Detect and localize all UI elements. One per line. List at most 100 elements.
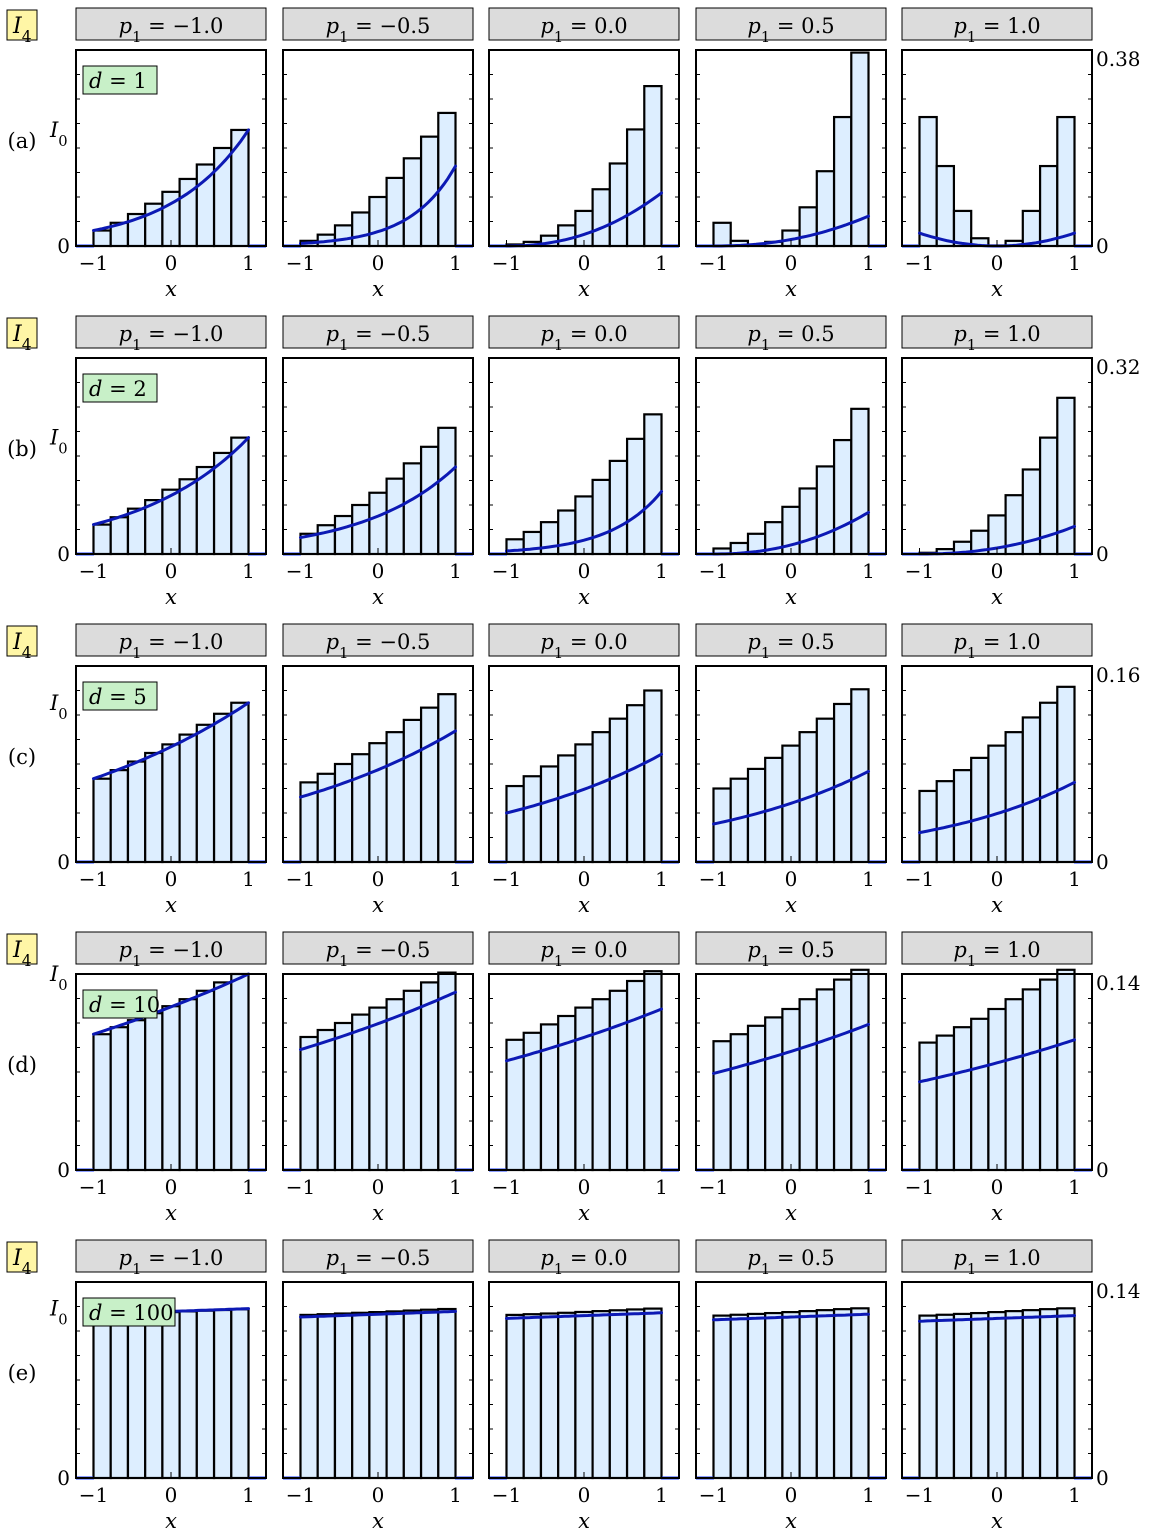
d-value: = 100 (102, 1301, 173, 1325)
histogram-bar (952, 769, 973, 864)
strip-param-symbol: p (326, 630, 339, 654)
theory-curve (299, 164, 457, 245)
histogram-bar (850, 407, 870, 556)
panel-tag-text: I4 (12, 1246, 32, 1278)
d-tag-text: d = 5 (89, 685, 147, 709)
strip-param-subscript: 1 (761, 1261, 770, 1278)
histogram-bar (385, 731, 405, 864)
histogram-bar (144, 1311, 164, 1480)
histogram-bar (230, 972, 250, 1172)
histogram-bar (781, 1007, 801, 1172)
strip-value: = −0.5 (348, 938, 430, 962)
histogram-bar (918, 789, 938, 864)
histogram-bar (591, 188, 611, 248)
x-axis-label: x (372, 585, 384, 609)
histogram-bar (764, 1311, 784, 1480)
x-tick-label: 1 (1068, 1483, 1081, 1507)
x-tick-label: 1 (655, 1175, 668, 1199)
histogram-bar (557, 509, 577, 556)
y-zero-label-right: 0 (1096, 234, 1109, 258)
strip-param-symbol: p (747, 630, 760, 654)
histogram-bar (574, 1006, 594, 1172)
panel-tag-i4: I4 (6, 9, 38, 46)
x-tick-label: 0 (165, 1483, 178, 1507)
d-tag-box (82, 373, 158, 403)
x-tick-label: 0 (165, 251, 178, 275)
histogram-bar (178, 1310, 198, 1480)
strip-label: p1 = 0.0 (540, 322, 627, 354)
x-tick-label: 1 (242, 1175, 255, 1199)
histogram-bar (574, 1310, 594, 1480)
histogram-bar (1038, 701, 1059, 864)
theory-curve (712, 769, 870, 826)
i0-subscript: 0 (58, 440, 67, 457)
x-tick-label: 1 (242, 867, 255, 891)
strip-param-symbol: p (540, 1246, 553, 1270)
theory-curve (92, 701, 250, 781)
i0-subscript: 0 (58, 132, 67, 149)
x-tick-label: 0 (372, 1483, 385, 1507)
facet-panel: p1 = −0.5−1 0 1x (282, 315, 474, 609)
histogram-bar (144, 751, 164, 864)
panel-tag-symbol: I (12, 630, 23, 655)
d-parameter-tag: d = 2 (82, 373, 158, 403)
histogram-bar (212, 1308, 233, 1480)
strip-param-subscript: 1 (339, 645, 348, 662)
histogram-bar (643, 970, 663, 1172)
panel-tag-symbol: I (12, 938, 23, 963)
strip-header (488, 1239, 680, 1273)
strip-param-symbol: p (119, 14, 132, 38)
i0-label: I0 (49, 962, 68, 994)
histogram-bar (230, 701, 250, 864)
x-axis-label: x (991, 585, 1003, 609)
histogram-bar (92, 1033, 112, 1172)
histogram-bar (643, 85, 663, 248)
histogram-bar (230, 436, 250, 556)
x-axis-label: x (372, 277, 384, 301)
x-tick-label: 1 (1068, 559, 1081, 583)
histogram-bar (92, 1313, 112, 1480)
theory-curve (505, 752, 663, 815)
histogram-bar (351, 753, 371, 864)
histogram-bar (557, 1014, 577, 1172)
x-tick-label: 0 (785, 251, 798, 275)
histogram-bar (764, 1016, 784, 1172)
strip-value: = 1.0 (976, 14, 1040, 38)
strip-header (901, 623, 1093, 657)
strip-param-symbol: p (540, 322, 553, 346)
x-tick-label: −1 (79, 559, 108, 583)
histogram-bar (712, 787, 732, 864)
histogram-bar (712, 221, 732, 248)
facet-panel: p1 = 0.0−1 0 1x (488, 7, 680, 301)
row-label: (c) (8, 745, 36, 769)
x-axis-label: x (578, 1201, 590, 1225)
histogram-bar (746, 1024, 767, 1172)
facet-panel: p1 = −0.5−1 0 1x (282, 623, 474, 917)
histogram-bar (850, 1307, 870, 1480)
x-tick-label: −1 (286, 251, 315, 275)
strip-label: p1 = 1.0 (953, 322, 1040, 354)
y-zero-label-left: 0 (57, 1158, 70, 1182)
histogram-bar (987, 1007, 1007, 1172)
d-value: = 2 (102, 377, 146, 401)
histogram-bar (815, 170, 836, 248)
histogram-bar (952, 209, 973, 248)
histogram-bar (1004, 998, 1024, 1172)
histogram-bar (935, 1313, 956, 1480)
strip-label: p1 = 0.5 (747, 322, 834, 354)
histogram-bar (987, 744, 1007, 864)
theory-curve (918, 780, 1076, 835)
d-symbol: d (89, 377, 102, 401)
x-tick-label: −1 (699, 1483, 728, 1507)
histogram-bar (1038, 1308, 1059, 1480)
panel-tag-i4: I4 (6, 933, 38, 970)
x-axis-label: x (372, 893, 384, 917)
strip-header (282, 1239, 474, 1273)
x-axis-label: x (785, 277, 797, 301)
strip-value: = 0.0 (563, 14, 627, 38)
d-value: = 5 (102, 685, 146, 709)
